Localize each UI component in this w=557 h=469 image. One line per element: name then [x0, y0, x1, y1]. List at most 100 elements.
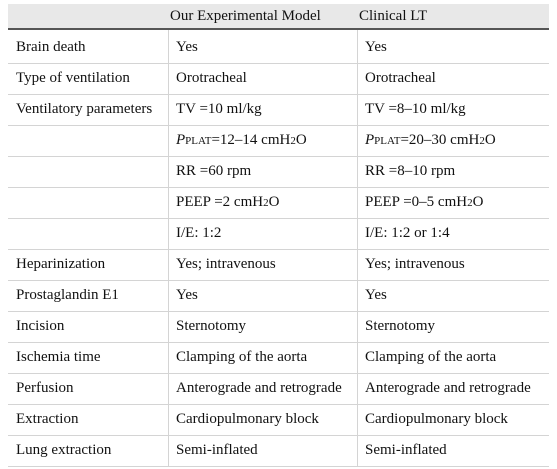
header-cell: Clinical LT [359, 4, 427, 28]
table-cell: P PLAT =20–30 cmH 2 O [365, 132, 496, 148]
cell-text: TV =8–10 ml/kg [365, 101, 466, 117]
cell-text: RR =60 rpm [176, 163, 252, 179]
cell-text: O [295, 132, 307, 148]
cell-text: Yes; intravenous [176, 256, 276, 272]
cell-text: Extraction [16, 411, 79, 427]
table-cell: Semi-inflated [365, 435, 447, 466]
cell-text: Yes [365, 39, 387, 55]
row-rule [8, 373, 549, 374]
table-cell: Clamping of the aorta [176, 342, 307, 373]
table-cell: Yes [176, 280, 198, 311]
table-cell: Lung extraction [16, 435, 111, 466]
row-rule [8, 311, 549, 312]
cell-text: PEEP =0–5 cmH [365, 194, 468, 210]
table-cell: Incision [16, 311, 64, 342]
table-cell: Perfusion [16, 373, 74, 404]
cell-text: O [484, 132, 496, 148]
table-cell: Prostaglandin E1 [16, 280, 119, 311]
table-cell: Type of ventilation [16, 63, 130, 94]
column-rule [168, 30, 169, 466]
row-rule [8, 435, 549, 436]
row-rule [8, 63, 549, 64]
column-rule [357, 30, 358, 466]
table-cell: Yes; intravenous [365, 249, 465, 280]
header-rule [8, 28, 549, 30]
row-rule [8, 404, 549, 405]
cell-text: Lung extraction [16, 442, 112, 458]
cell-text: Heparinization [16, 256, 106, 272]
cell-text: Yes; intravenous [365, 256, 465, 272]
cell-text: Anterograde and retrograde [176, 380, 342, 396]
cell-text: Yes [176, 287, 198, 303]
cell-text: P [365, 132, 375, 148]
cell-text: Our Experimental Model [170, 7, 321, 24]
cell-text: Sternotomy [365, 318, 435, 334]
cell-text: Yes [176, 39, 198, 55]
row-rule [8, 342, 549, 343]
cell-text: Orotracheal [176, 70, 247, 86]
table-cell: RR =8–10 rpm [365, 156, 455, 187]
cell-text: Yes [365, 287, 387, 303]
row-rule [8, 466, 549, 467]
cell-text: RR =8–10 rpm [365, 163, 456, 179]
table-cell: P PLAT =12–14 cmH 2 O [176, 132, 307, 148]
table-cell: PEEP =2 cmH 2 O [176, 194, 280, 210]
cell-text: Sternotomy [176, 318, 246, 334]
table-cell: I/E: 1:2 or 1:4 [365, 218, 450, 249]
table-cell: Orotracheal [365, 63, 436, 94]
table-cell: Yes [176, 32, 198, 63]
cell-text: Ventilatory parameters [16, 101, 153, 117]
cell-text: O [268, 194, 280, 210]
table-cell: TV =10 ml/kg [176, 94, 262, 125]
cell-text: O [472, 194, 484, 210]
header-background [8, 4, 549, 28]
cell-text: Perfusion [16, 380, 74, 396]
cell-text: Clinical LT [359, 7, 428, 24]
cell-text: Prostaglandin E1 [16, 287, 119, 303]
table-cell: Anterograde and retrograde [176, 373, 342, 404]
table-cell: Brain death [16, 32, 86, 63]
cell-text: PEEP =2 cmH [176, 194, 264, 210]
row-rule [8, 187, 549, 188]
cell-text: Anterograde and retrograde [365, 380, 531, 396]
row-rule [8, 94, 549, 95]
row-rule [8, 218, 549, 219]
table-cell: Ventilatory parameters [16, 94, 152, 125]
table-cell: Clamping of the aorta [365, 342, 496, 373]
header-cell: Our Experimental Model [170, 4, 321, 28]
table-cell: Ischemia time [16, 342, 101, 373]
table-cell: PEEP =0–5 cmH 2 O [365, 194, 484, 210]
cell-text: Cardiopulmonary block [365, 411, 508, 427]
table-cell: Extraction [16, 404, 78, 435]
table-cell: Yes [365, 32, 387, 63]
cell-text: Clamping of the aorta [176, 349, 308, 365]
cell-text: =12–14 cmH [211, 132, 291, 148]
cell-text: Type of ventilation [16, 70, 130, 86]
row-rule [8, 125, 549, 126]
cell-text: Semi-inflated [176, 442, 258, 458]
table-cell: RR =60 rpm [176, 156, 251, 187]
cell-text: I/E: 1:2 [176, 225, 222, 241]
table-cell: Semi-inflated [176, 435, 258, 466]
table-cell: Yes; intravenous [176, 249, 276, 280]
cell-text: Clamping of the aorta [365, 349, 497, 365]
table-cell: Sternotomy [365, 311, 435, 342]
cell-text: I/E: 1:2 or 1:4 [365, 225, 450, 241]
cell-text: Semi-inflated [365, 442, 447, 458]
cell-text: Brain death [16, 39, 86, 55]
cell-text: Ischemia time [16, 349, 101, 365]
table-cell: TV =8–10 ml/kg [365, 94, 466, 125]
table-cell: Yes [365, 280, 387, 311]
cell-text: P [176, 132, 186, 148]
row-rule [8, 156, 549, 157]
cell-text: Incision [16, 318, 65, 334]
row-rule [8, 249, 549, 250]
cell-text: TV =10 ml/kg [176, 101, 262, 117]
table-cell: Cardiopulmonary block [365, 404, 508, 435]
table-cell: Anterograde and retrograde [365, 373, 531, 404]
table-cell: Sternotomy [176, 311, 246, 342]
cell-text: Orotracheal [365, 70, 436, 86]
table-cell: Orotracheal [176, 63, 247, 94]
table-cell: Cardiopulmonary block [176, 404, 319, 435]
